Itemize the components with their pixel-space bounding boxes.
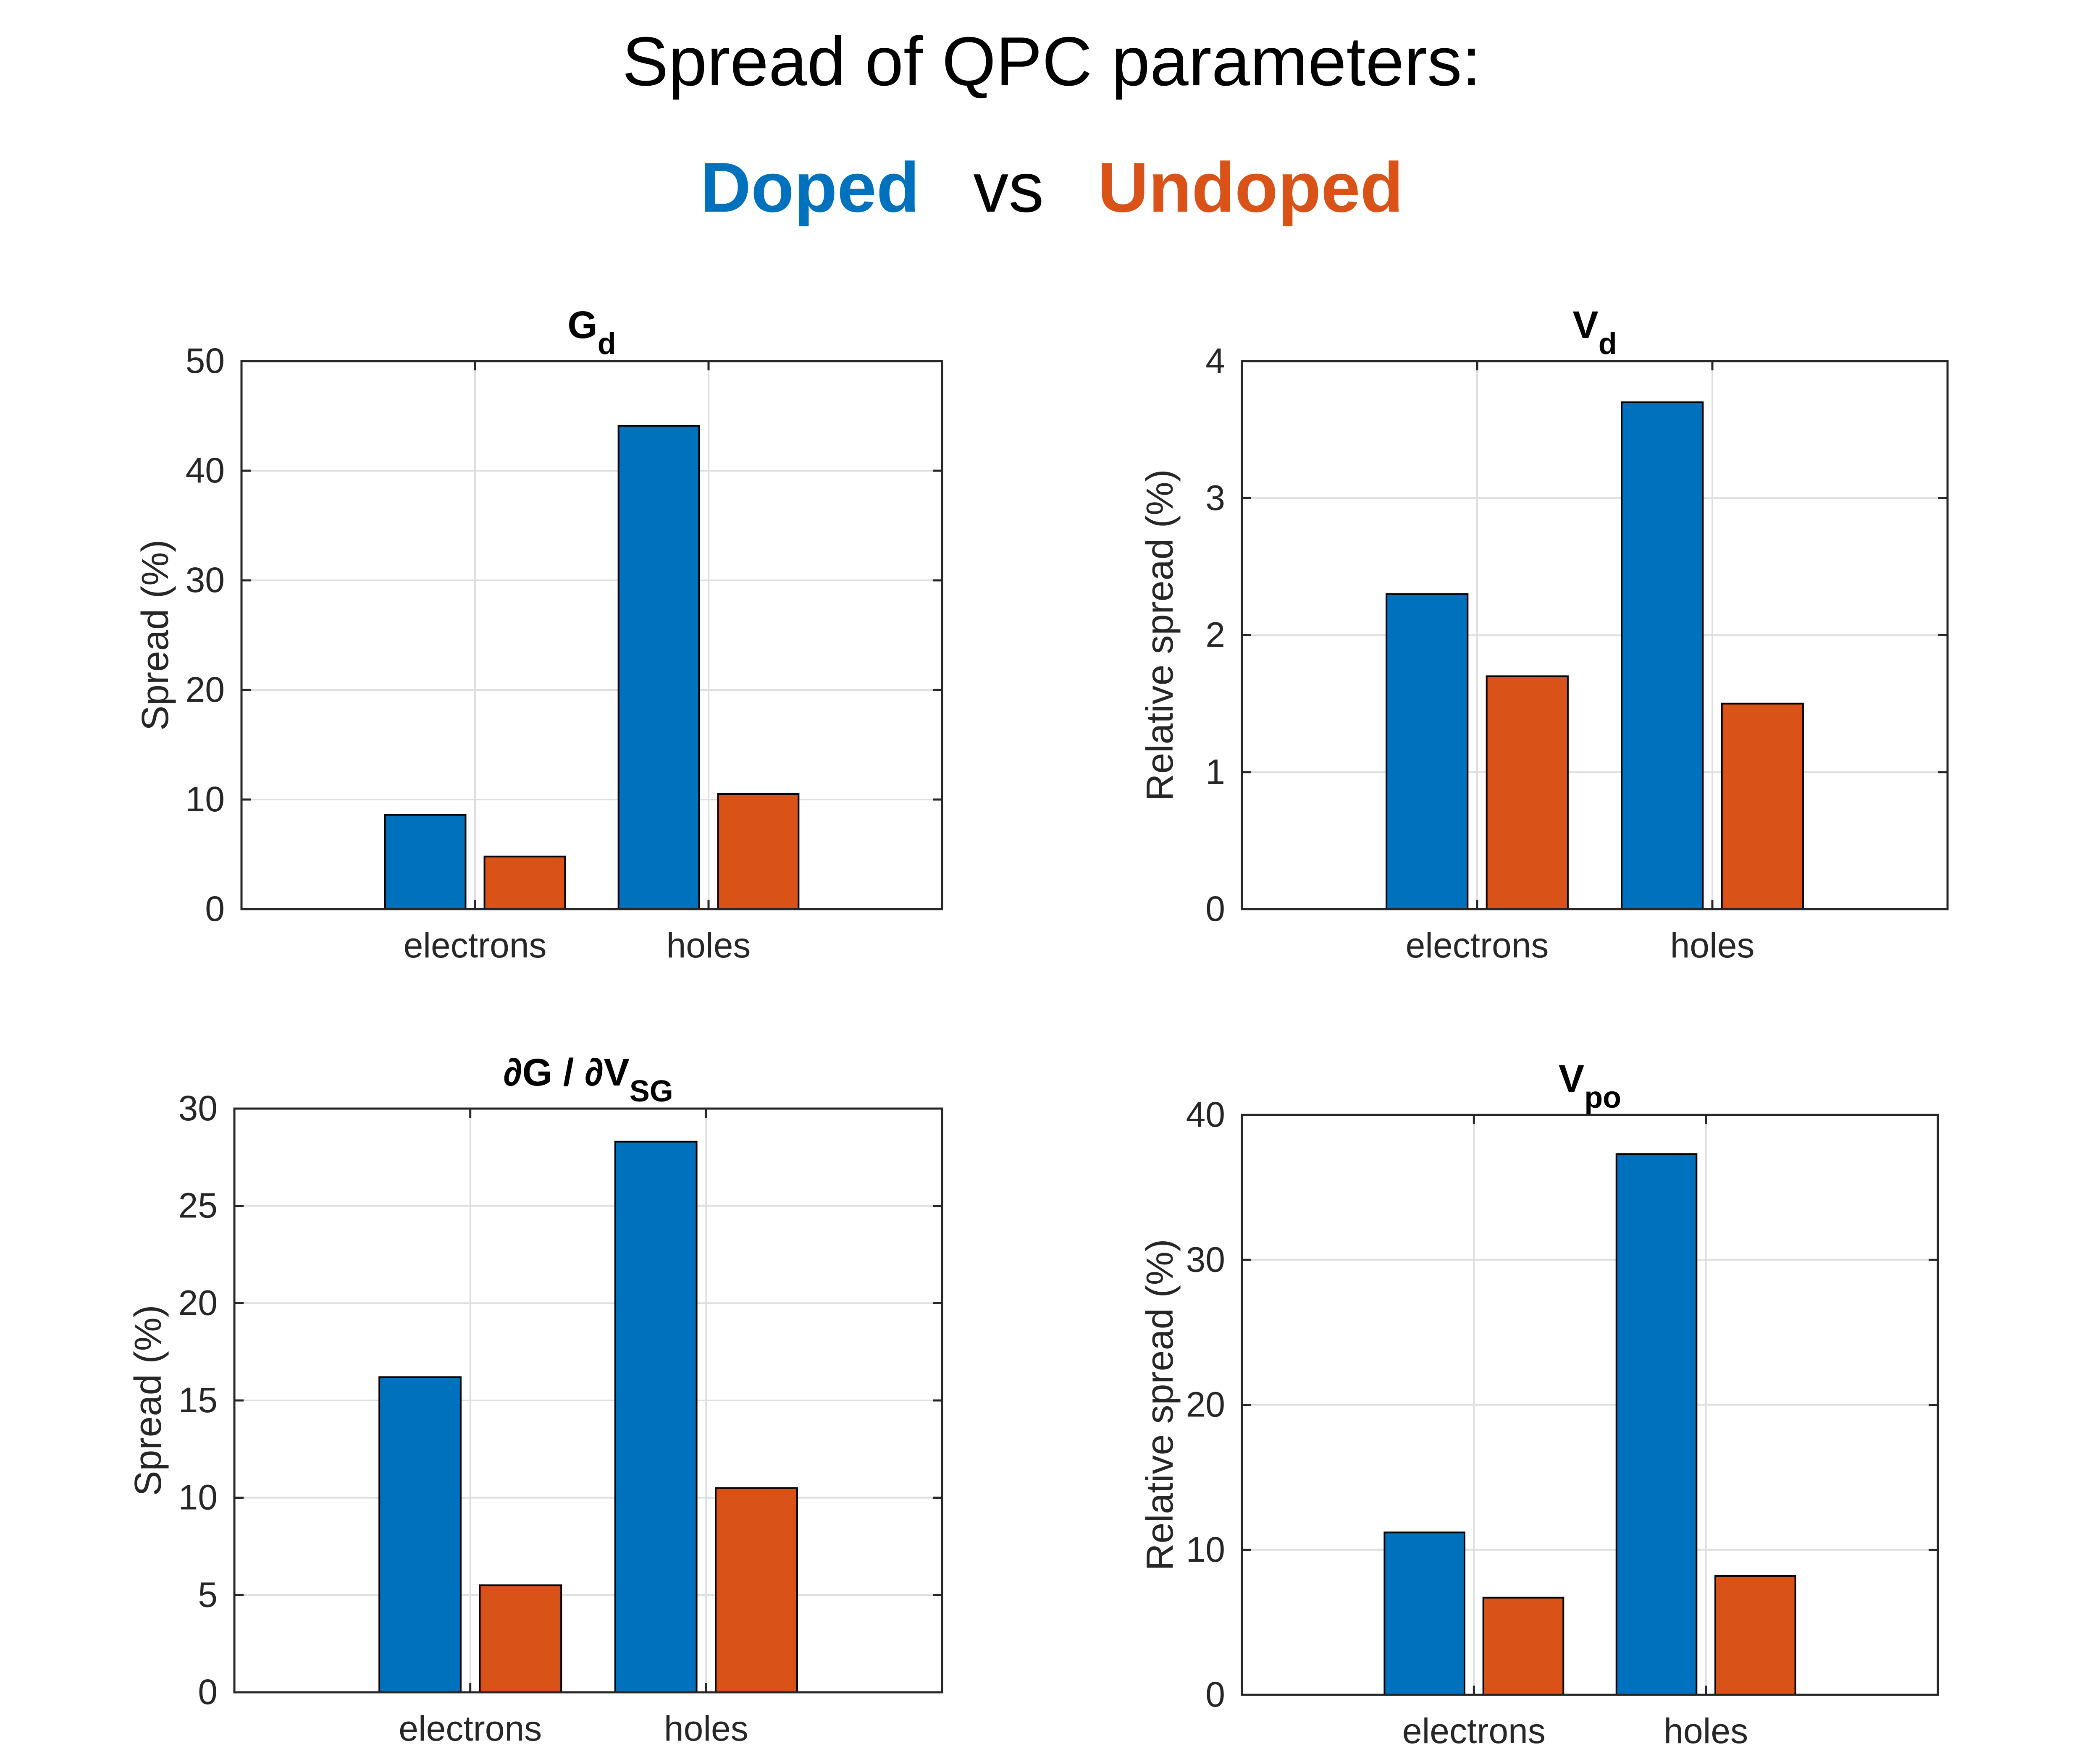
subplot-title-subscript: d (1599, 327, 1617, 361)
ytick-label: 0 (198, 1672, 218, 1712)
bar-undoped-holes (715, 1487, 798, 1693)
ytick-label: 40 (186, 451, 225, 490)
axes-box (240, 360, 943, 910)
bar-doped-holes (614, 1141, 698, 1693)
ylabel: Relative spread (%) (1139, 469, 1181, 801)
subtitle-doped: Doped (700, 148, 920, 227)
subplot-title: Gd (567, 304, 616, 361)
bar-undoped-holes (1714, 1575, 1796, 1696)
subtitle-vs: vs (973, 148, 1044, 227)
bar-doped-electrons (384, 814, 467, 910)
subplot-1: 0 10 20 30 40 50 electrons holes Spread (%) Gd (134, 304, 943, 965)
xtick-label: electrons (404, 926, 547, 965)
subplot-title-subscript: d (598, 327, 616, 361)
bar-doped-holes (1621, 401, 1704, 910)
bar-doped-electrons (1386, 593, 1469, 910)
ytick-label: 0 (1205, 1675, 1225, 1714)
ytick-label: 4 (1205, 341, 1225, 380)
xtick-label: holes (1664, 1711, 1748, 1751)
subplot-4: 0 10 20 30 40 electrons holes Relative spread (… (1139, 1057, 1939, 1751)
ytick-label: 0 (1205, 889, 1225, 928)
ylabel: Relative spread (%) (1139, 1239, 1181, 1571)
ylabel: Spread (%) (127, 1305, 169, 1496)
ytick-label: 20 (1186, 1385, 1225, 1424)
bar-doped-electrons (1383, 1531, 1465, 1696)
subplot-title: Vpo (1559, 1057, 1621, 1114)
ytick-label: 30 (178, 1088, 218, 1128)
xtick-label: electrons (399, 1709, 542, 1748)
subplot-title-subscript: SG (630, 1075, 673, 1108)
xtick-label: holes (667, 926, 751, 965)
xtick-label: electrons (1402, 1711, 1546, 1751)
ytick-label: 2 (1205, 615, 1225, 655)
bar-undoped-electrons (479, 1584, 562, 1694)
ytick-label: 20 (178, 1283, 218, 1322)
figure-title: Spread of QPC parameters: (622, 23, 1481, 100)
subplot-title-main: ∂G / ∂V (503, 1051, 630, 1094)
ytick-label: 40 (1186, 1095, 1225, 1134)
ytick-label: 25 (178, 1186, 218, 1225)
subplot-title-main: V (1572, 304, 1598, 346)
subplot-2: 0 1 2 3 4 electrons holes Relative spread (%) Vd (1139, 304, 1949, 965)
xtick-label: holes (664, 1709, 748, 1748)
subplot-title-main: V (1559, 1057, 1584, 1100)
bar-doped-holes (617, 425, 700, 910)
bar-doped-electrons (378, 1376, 462, 1693)
xtick-label: holes (1670, 926, 1755, 965)
ytick-label: 5 (198, 1575, 218, 1614)
bar-undoped-holes (1721, 703, 1804, 910)
bar-doped-holes (1615, 1153, 1698, 1696)
subplot-title-subscript: po (1584, 1081, 1621, 1114)
ytick-label: 3 (1205, 478, 1225, 517)
bar-undoped-electrons (483, 855, 566, 910)
subplot-3: 0 5 10 15 20 25 30 electrons holes Spread (%) ∂G /… (127, 1051, 943, 1748)
ytick-label: 10 (178, 1478, 218, 1517)
subplot-title: ∂G / ∂VSG (503, 1051, 673, 1108)
ytick-label: 0 (205, 889, 225, 928)
ylabel: Spread (%) (134, 540, 176, 731)
ytick-label: 30 (1186, 1240, 1225, 1279)
ytick-label: 20 (186, 670, 225, 709)
bar-undoped-holes (717, 793, 800, 910)
ytick-label: 15 (178, 1380, 218, 1420)
subplot-title: Vd (1572, 304, 1617, 361)
figure-subtitle: Doped vs Undoped (0, 147, 2100, 228)
ytick-label: 10 (1186, 1530, 1225, 1569)
ytick-label: 30 (186, 560, 225, 600)
bar-undoped-electrons (1486, 675, 1569, 910)
ytick-label: 1 (1205, 752, 1225, 792)
subtitle-undoped: Undoped (1097, 148, 1404, 227)
ytick-label: 50 (186, 341, 225, 380)
ytick-label: 10 (186, 779, 225, 819)
bar-undoped-electrons (1482, 1597, 1564, 1696)
xtick-label: electrons (1406, 926, 1549, 965)
subplot-title-main: G (567, 304, 598, 346)
